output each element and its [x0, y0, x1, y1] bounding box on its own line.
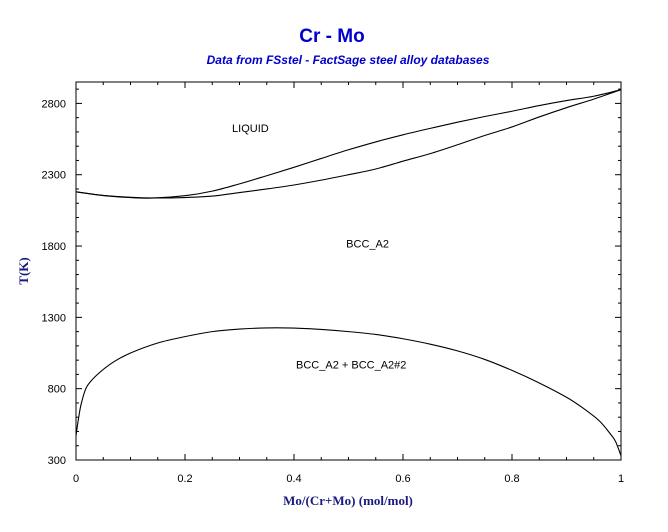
x-tick-label: 0.8 [504, 473, 519, 485]
miscibility-gap-curve [75, 327, 622, 456]
y-axis-ticks: 300 800 1300 1800 2300 2800 [42, 88, 621, 467]
x-tick-label: 0 [73, 473, 79, 485]
x-tick-label: 0.2 [177, 473, 192, 485]
solidus-curve [75, 89, 622, 199]
x-axis-ticks: 0 0.2 0.4 0.6 0.8 1 [73, 82, 624, 485]
plot-frame [75, 81, 622, 461]
y-tick-label: 1300 [42, 312, 66, 324]
x-axis-label: Mo/(Cr+Mo) (mol/mol) [283, 493, 413, 508]
phase-boundaries [75, 89, 622, 456]
region-labels: LIQUID BCC_A2 BCC_A2 + BCC_A2#2 [232, 123, 406, 372]
chart-title: Cr - Mo [299, 26, 364, 47]
y-tick-label: 300 [48, 455, 66, 467]
y-axis-label: T(K) [16, 257, 31, 284]
region-label: LIQUID [232, 123, 269, 135]
y-tick-label: 2800 [42, 98, 66, 110]
liquidus-curve [75, 89, 622, 199]
y-tick-label: 800 [48, 384, 66, 396]
region-label: BCC_A2 + BCC_A2#2 [296, 360, 406, 372]
chart-subtitle: Data from FSstel - FactSage steel alloy … [207, 53, 490, 67]
y-tick-label: 1800 [42, 241, 66, 253]
region-label: BCC_A2 [346, 238, 389, 250]
x-tick-label: 1 [618, 473, 624, 485]
x-tick-label: 0.4 [286, 473, 301, 485]
y-tick-label: 2300 [42, 170, 66, 182]
x-tick-label: 0.6 [395, 473, 410, 485]
